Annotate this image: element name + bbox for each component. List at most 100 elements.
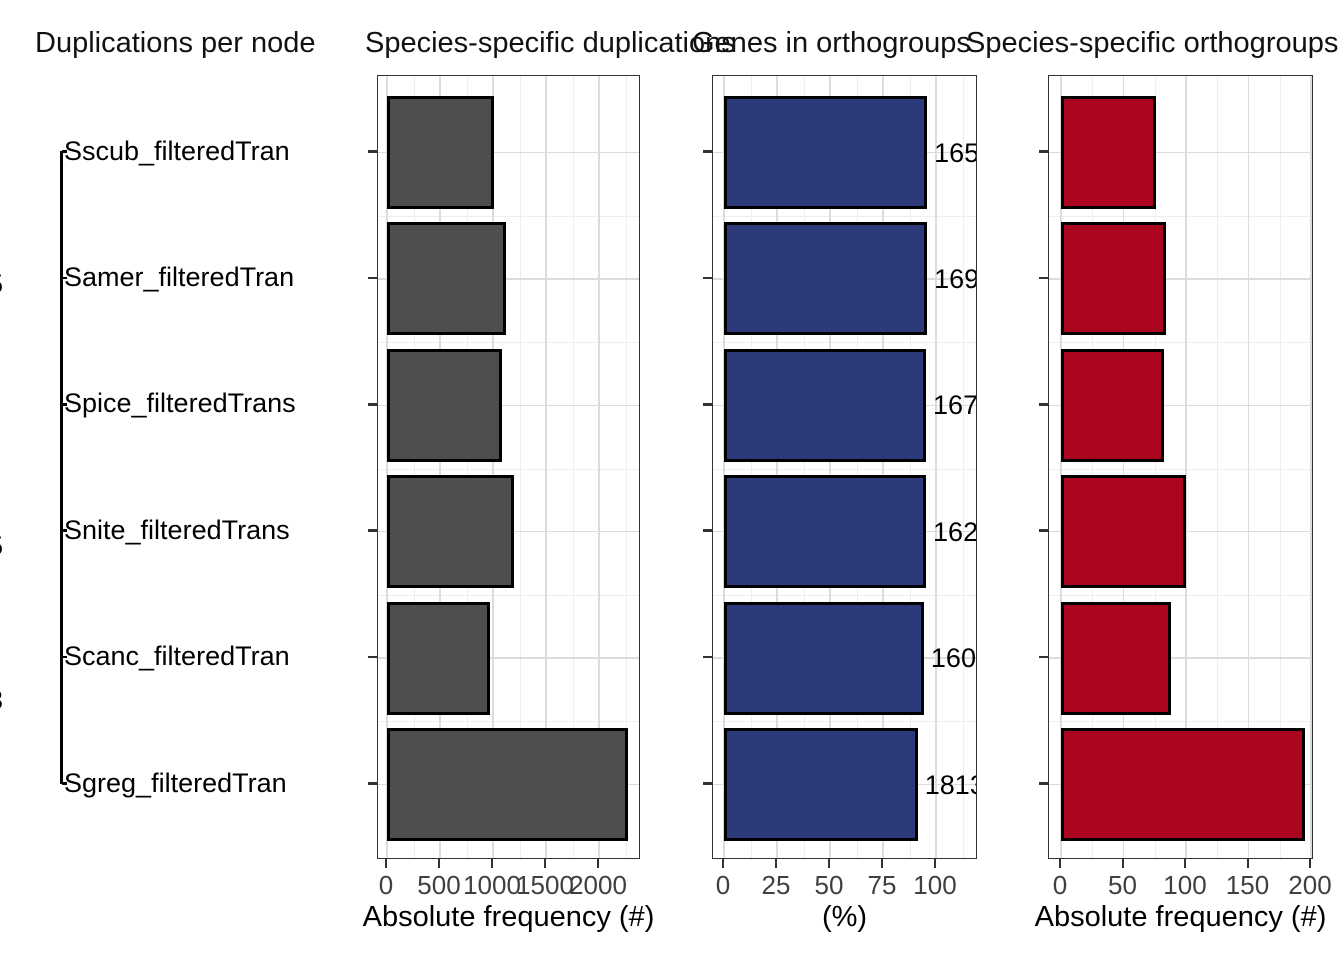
gridline-major-v <box>829 76 831 858</box>
gridline-major-v <box>439 76 441 858</box>
bar-value-label: 169 <box>934 263 977 294</box>
y-tick-mark <box>368 655 377 659</box>
bar-Sgreg_filteredTran <box>724 728 918 841</box>
bar-Spice_filteredTrans <box>387 348 502 462</box>
y-tick-mark <box>703 529 712 532</box>
x-tick-mark <box>1246 859 1249 868</box>
gridline-major-h <box>378 657 639 659</box>
x-tick-label: 500 <box>417 870 461 900</box>
species-tree-trunk <box>60 151 63 784</box>
y-tick-mark <box>703 782 712 785</box>
gridline-minor-h <box>713 594 976 596</box>
bar-Samer_filteredTran <box>724 222 928 336</box>
bar-value-label: 162 <box>933 516 977 547</box>
x-tick-mark <box>881 859 883 868</box>
gridline-minor-v <box>466 76 468 858</box>
gridline-major-v <box>1060 76 1062 858</box>
x-axis-title: (%) <box>821 901 868 933</box>
bar-Sscub_filteredTran <box>387 96 495 209</box>
gridline-minor-h <box>713 342 976 344</box>
x-tick-label: 150 <box>1225 870 1270 900</box>
x-axis-title: Absolute frequency (#) <box>362 901 655 933</box>
y-tick-mark <box>368 529 377 532</box>
gridline-major-h <box>378 404 639 407</box>
x-tick-label: 100 <box>1163 870 1207 900</box>
bar-Snite_filteredTrans <box>1061 475 1186 589</box>
bar-Snite_filteredTrans <box>387 475 514 589</box>
bar-Spice_filteredTrans <box>1061 348 1164 462</box>
x-tick-mark <box>775 859 777 868</box>
gridline-minor-h <box>378 215 639 217</box>
gridline-minor-v <box>962 76 964 858</box>
tree-node-label-fragment: 3 <box>0 685 14 716</box>
gridline-major-v <box>935 76 937 858</box>
plot-panel-2: 165 169 167 162 160 1813 <box>712 75 977 859</box>
plot-panel-3 <box>1048 75 1313 859</box>
gridline-major-v <box>1122 76 1125 858</box>
species-label: Scanc_filteredTran <box>64 641 290 672</box>
bar-Sscub_filteredTran <box>724 96 928 209</box>
gridline-minor-h <box>1049 468 1312 470</box>
bar-Samer_filteredTran <box>387 222 506 336</box>
gridline-major-v <box>386 76 388 858</box>
bar-Sgreg_filteredTran <box>387 728 628 841</box>
gridline-major-h <box>378 278 639 280</box>
gridline-major-h <box>1049 657 1312 659</box>
x-tick-label: 0 <box>378 870 394 900</box>
gridline-minor-v <box>625 76 627 858</box>
gridline-minor-v <box>413 76 415 858</box>
y-tick-mark <box>703 276 712 280</box>
plot-panel-1 <box>377 75 640 859</box>
species-tree-tip-branch <box>62 276 67 280</box>
x-tick-mark <box>934 859 936 868</box>
gridline-minor-h <box>713 215 976 217</box>
gridline-minor-h <box>1049 215 1312 217</box>
gridline-major-v <box>1185 76 1187 858</box>
x-tick-label: 50 <box>814 870 844 900</box>
x-tick-label: 50 <box>1108 870 1137 900</box>
x-axis-title: Absolute frequency (#) <box>1034 901 1327 933</box>
y-tick-mark <box>368 403 377 406</box>
x-tick-mark <box>491 859 493 868</box>
y-tick-mark <box>703 655 712 659</box>
plot-title-species-specific-duplications: Species-specific duplications <box>365 27 736 59</box>
gridline-minor-h <box>378 721 639 723</box>
y-tick-mark <box>1039 782 1048 785</box>
bar-Samer_filteredTran <box>1061 222 1166 336</box>
y-tick-mark <box>703 150 712 153</box>
bar-Sgreg_filteredTran <box>1061 728 1305 841</box>
gridline-minor-h <box>1049 721 1312 723</box>
gridline-minor-h <box>378 342 639 344</box>
x-tick-label: 2000 <box>569 870 627 900</box>
y-tick-mark <box>1039 150 1048 153</box>
species-label: Samer_filteredTran <box>64 261 295 292</box>
gridline-major-h <box>1049 151 1312 154</box>
gridline-minor-v <box>519 76 521 858</box>
bar-Scanc_filteredTran <box>724 601 924 715</box>
gridline-major-v <box>882 76 884 858</box>
x-tick-mark <box>1059 859 1061 868</box>
gridline-minor-h <box>1049 342 1312 344</box>
bar-Scanc_filteredTran <box>1061 601 1171 715</box>
y-tick-mark <box>368 782 377 785</box>
species-label: Sscub_filteredTran <box>64 135 290 166</box>
x-tick-label: 1500 <box>516 870 574 900</box>
y-tick-mark <box>1039 655 1048 659</box>
x-tick-mark <box>722 859 724 868</box>
x-tick-mark <box>385 859 387 868</box>
gridline-major-v <box>1310 76 1312 858</box>
plot-title-genes-in-orthogroups: Genes in orthogroups <box>692 27 971 59</box>
y-tick-mark <box>368 276 377 280</box>
gridline-major-h <box>1049 404 1312 407</box>
gridline-minor-h <box>378 594 639 596</box>
gridline-minor-v <box>1217 76 1219 858</box>
x-tick-label: 0 <box>715 870 731 900</box>
tree-node-label-fragment: 5 <box>0 269 14 300</box>
tree-node-label-fragment: ) <box>0 384 14 415</box>
x-tick-mark <box>1121 859 1124 868</box>
gridline-major-v <box>1247 76 1250 858</box>
species-tree-tip-branch <box>62 782 67 785</box>
plot-title-species-specific-orthogroups: Species-specific orthogroups <box>966 27 1339 59</box>
x-tick-label: 25 <box>761 870 791 900</box>
y-tick-mark <box>368 150 377 153</box>
